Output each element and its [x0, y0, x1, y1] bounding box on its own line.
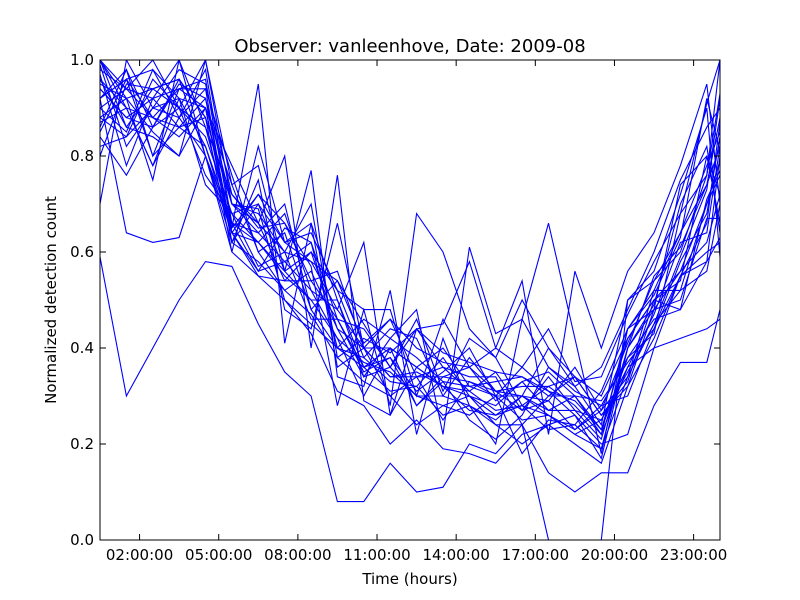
series-group: [100, 60, 720, 540]
x-axis-label: Time (hours): [361, 570, 457, 588]
y-tick-label: 0.8: [70, 147, 94, 165]
series-line-24: [100, 60, 720, 446]
x-tick-label: 02:00:00: [106, 546, 173, 564]
chart-title: Observer: vanleenhove, Date: 2009-08: [234, 36, 585, 57]
x-tick-label: 11:00:00: [343, 546, 410, 564]
x-tick-label: 05:00:00: [185, 546, 252, 564]
ticks-group: 02:00:00 05:00:00 08:00:00 11:00:00 14:00:00…: [70, 51, 727, 564]
x-tick-label: 08:00:00: [264, 546, 331, 564]
series-line-1: [100, 256, 720, 503]
x-tick-label: 23:00:00: [660, 546, 727, 564]
y-tick-label: 0.0: [70, 531, 94, 549]
x-tick-label: 14:00:00: [422, 546, 489, 564]
y-tick-label: 0.6: [70, 243, 94, 261]
series-line-12: [100, 68, 720, 436]
series-line-17: [100, 93, 720, 440]
y-tick-label: 0.4: [70, 339, 94, 357]
series-line-23: [100, 77, 720, 416]
x-tick-label: 17:00:00: [502, 546, 569, 564]
series-line-27: [100, 97, 720, 454]
series-line-28: [100, 78, 720, 540]
x-tick-label: 20:00:00: [581, 546, 648, 564]
y-axis-label: Normalized detection count: [42, 196, 60, 404]
series-line-11: [100, 107, 720, 417]
y-tick-label: 1.0: [70, 51, 94, 69]
plot-frame: [99, 59, 721, 541]
y-tick-label: 0.2: [70, 435, 94, 453]
series-line-26: [100, 78, 720, 435]
